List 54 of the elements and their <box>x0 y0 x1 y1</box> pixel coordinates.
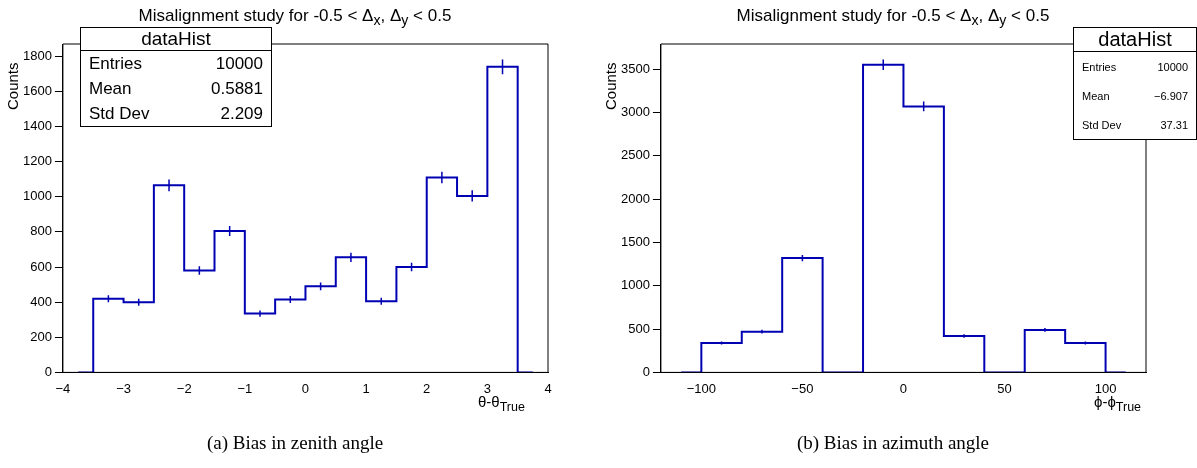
x-tick-label: 1 <box>362 380 370 396</box>
y-tick-label: 1800 <box>23 47 52 63</box>
y-tick-label: 500 <box>628 320 650 336</box>
x-tick-label: 3 <box>483 380 491 396</box>
y-tick-label: 2000 <box>621 190 650 206</box>
x-tick-label: −1 <box>237 380 253 396</box>
y-tick-label: 2500 <box>621 147 650 163</box>
x-axis-title: θ-θ$_{True}$ <box>478 393 525 414</box>
x-tick-label: 0 <box>301 380 310 396</box>
annotation: 10000 <box>214 52 264 75</box>
y-tick-label: 600 <box>30 258 52 274</box>
x-tick-label: 4 <box>544 380 552 396</box>
y-tick-label: 3000 <box>621 104 650 120</box>
text: 37.31 <box>1159 117 1189 133</box>
x-tick-label: −100 <box>686 380 716 396</box>
y-tick-label: 0 <box>44 363 52 379</box>
y-tick-label: 1000 <box>23 188 52 204</box>
x-tick-label: −50 <box>791 380 814 396</box>
y-tick-label: 200 <box>30 328 52 344</box>
x-tick-label: −2 <box>176 380 192 396</box>
text: 10000 <box>1156 59 1189 75</box>
y-tick-label: 1600 <box>23 82 52 98</box>
x-tick-label: −4 <box>55 380 71 396</box>
chart-title: Misalignment study for -0.5 < Δ$_{x}$, Δ$_{y}$ < 0.5 <box>735 6 1051 29</box>
y-axis-title: Counts <box>602 62 619 110</box>
chart-title: Misalignment study for -0.5 < Δ$_{x}$, Δ$_{y}$ < 0.5 <box>137 6 453 29</box>
annotation: 2.209 <box>219 102 264 125</box>
annotation: Std Dev <box>88 102 151 125</box>
x-tick-label: −3 <box>116 380 131 396</box>
text: (a) Bias in zenith angle <box>205 432 385 454</box>
annotation: 0.5881 <box>210 77 264 100</box>
text: −6.907 <box>1153 88 1189 104</box>
y-tick-label: 1000 <box>621 277 650 293</box>
x-axis-title: ϕ-ϕ$_{True}$ <box>1094 393 1142 414</box>
y-tick-label: 1400 <box>23 118 52 134</box>
y-tick-label: 3500 <box>621 60 650 76</box>
y-tick-label: 0 <box>642 363 650 379</box>
y-tick-label: 1500 <box>621 234 650 249</box>
annotation: Std Dev <box>1081 117 1123 133</box>
annotation: Mean <box>1081 88 1111 104</box>
annotation: Mean <box>88 77 133 100</box>
y-tick-label: 800 <box>30 223 52 239</box>
y-tick-label: 400 <box>30 293 52 309</box>
x-tick-label: 2 <box>423 380 431 396</box>
x-tick-label: 0 <box>899 380 908 396</box>
annotation: Entries <box>1081 59 1118 75</box>
annotation: dataHist <box>1074 28 1196 52</box>
text: (b) Bias in azimuth angle <box>795 432 991 454</box>
y-axis-title: Counts <box>4 62 21 110</box>
x-tick-label: 50 <box>997 380 1012 396</box>
annotation: dataHist <box>81 28 271 51</box>
annotation: Entries <box>88 52 143 75</box>
y-tick-label: 1200 <box>23 153 52 169</box>
x-tick-label: 100 <box>1094 380 1117 396</box>
